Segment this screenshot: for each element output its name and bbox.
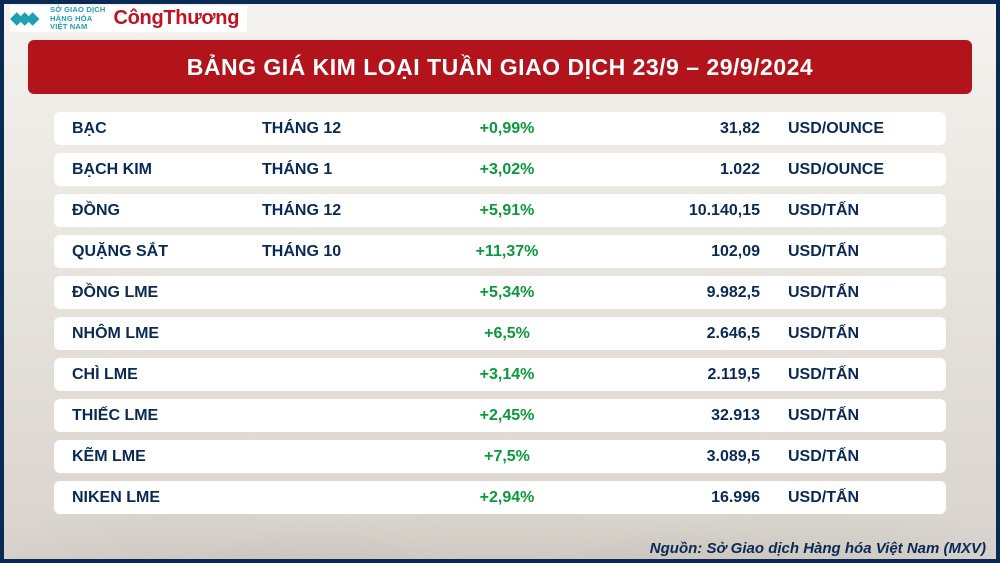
table-row: THIẾC LME +2,45%32.913USD/TẤN xyxy=(54,399,946,432)
mxv-logo: SỞ GIAO DỊCH HÀNG HÓA VIỆT NAM xyxy=(10,6,105,32)
cell-price: 10.140,15 xyxy=(592,202,782,220)
header-logos: SỞ GIAO DỊCH HÀNG HÓA VIỆT NAM CôngThươn… xyxy=(10,6,247,32)
cell-name: ĐỒNG LME xyxy=(72,284,262,302)
cell-price: 2.119,5 xyxy=(592,366,782,384)
price-table: BẠCTHÁNG 12+0,99%31,82USD/OUNCEBẠCH KIMT… xyxy=(54,112,946,522)
cell-price: 32.913 xyxy=(592,407,782,425)
cell-unit: USD/TẤN xyxy=(782,489,928,507)
cell-unit: USD/OUNCE xyxy=(782,161,928,179)
cell-unit: USD/TẤN xyxy=(782,284,928,302)
cell-change: +0,99% xyxy=(422,120,592,138)
cell-change: +5,34% xyxy=(422,284,592,302)
cell-price: 16.996 xyxy=(592,489,782,507)
cell-change: +2,45% xyxy=(422,407,592,425)
cell-month: THÁNG 10 xyxy=(262,243,422,261)
cell-price: 102,09 xyxy=(592,243,782,261)
cell-name: THIẾC LME xyxy=(72,407,262,425)
mxv-logo-icon xyxy=(10,8,44,30)
org-line3: VIỆT NAM xyxy=(50,23,105,32)
cell-change: +3,02% xyxy=(422,161,592,179)
cell-unit: USD/TẤN xyxy=(782,325,928,343)
cell-month: THÁNG 12 xyxy=(262,120,422,138)
cell-name: ĐỒNG xyxy=(72,202,262,220)
table-row: NHÔM LME +6,5%2.646,5USD/TẤN xyxy=(54,317,946,350)
cell-name: KẼM LME xyxy=(72,448,262,466)
page-title: BẢNG GIÁ KIM LOẠI TUẦN GIAO DỊCH 23/9 – … xyxy=(187,54,813,81)
cell-name: BẠC xyxy=(72,120,262,138)
cell-change: +3,14% xyxy=(422,366,592,384)
cell-name: BẠCH KIM xyxy=(72,161,262,179)
table-row: BẠCTHÁNG 12+0,99%31,82USD/OUNCE xyxy=(54,112,946,145)
table-row: ĐỒNG LME +5,34%9.982,5USD/TẤN xyxy=(54,276,946,309)
title-bar: BẢNG GIÁ KIM LOẠI TUẦN GIAO DỊCH 23/9 – … xyxy=(28,40,972,94)
cell-change: +5,91% xyxy=(422,202,592,220)
cell-unit: USD/TẤN xyxy=(782,448,928,466)
cell-name: CHÌ LME xyxy=(72,366,262,384)
congthuong-logo: CôngThương xyxy=(113,7,239,30)
cell-unit: USD/TẤN xyxy=(782,243,928,261)
cell-price: 1.022 xyxy=(592,161,782,179)
source-line: Nguồn: Sở Giao dịch Hàng hóa Việt Nam (M… xyxy=(650,540,986,557)
cell-name: QUẶNG SẮT xyxy=(72,243,262,261)
cell-unit: USD/TẤN xyxy=(782,366,928,384)
cell-month: THÁNG 12 xyxy=(262,202,422,220)
cell-change: +2,94% xyxy=(422,489,592,507)
table-row: KẼM LME +7,5%3.089,5USD/TẤN xyxy=(54,440,946,473)
cell-unit: USD/OUNCE xyxy=(782,120,928,138)
mxv-logo-text: SỞ GIAO DỊCH HÀNG HÓA VIỆT NAM xyxy=(50,6,105,32)
brand-suffix: Thương xyxy=(163,7,239,29)
cell-change: +7,5% xyxy=(422,448,592,466)
brand-prefix: Công xyxy=(113,7,163,29)
cell-unit: USD/TẤN xyxy=(782,407,928,425)
cell-price: 2.646,5 xyxy=(592,325,782,343)
table-row: NIKEN LME +2,94%16.996USD/TẤN xyxy=(54,481,946,514)
table-row: BẠCH KIMTHÁNG 1+3,02%1.022USD/OUNCE xyxy=(54,153,946,186)
cell-price: 3.089,5 xyxy=(592,448,782,466)
cell-name: NIKEN LME xyxy=(72,489,262,507)
table-row: QUẶNG SẮTTHÁNG 10+11,37%102,09USD/TẤN xyxy=(54,235,946,268)
cell-price: 9.982,5 xyxy=(592,284,782,302)
cell-name: NHÔM LME xyxy=(72,325,262,343)
table-row: ĐỒNGTHÁNG 12+5,91%10.140,15USD/TẤN xyxy=(54,194,946,227)
cell-change: +11,37% xyxy=(422,243,592,261)
table-row: CHÌ LME +3,14%2.119,5USD/TẤN xyxy=(54,358,946,391)
cell-month: THÁNG 1 xyxy=(262,161,422,179)
cell-unit: USD/TẤN xyxy=(782,202,928,220)
cell-change: +6,5% xyxy=(422,325,592,343)
cell-price: 31,82 xyxy=(592,120,782,138)
